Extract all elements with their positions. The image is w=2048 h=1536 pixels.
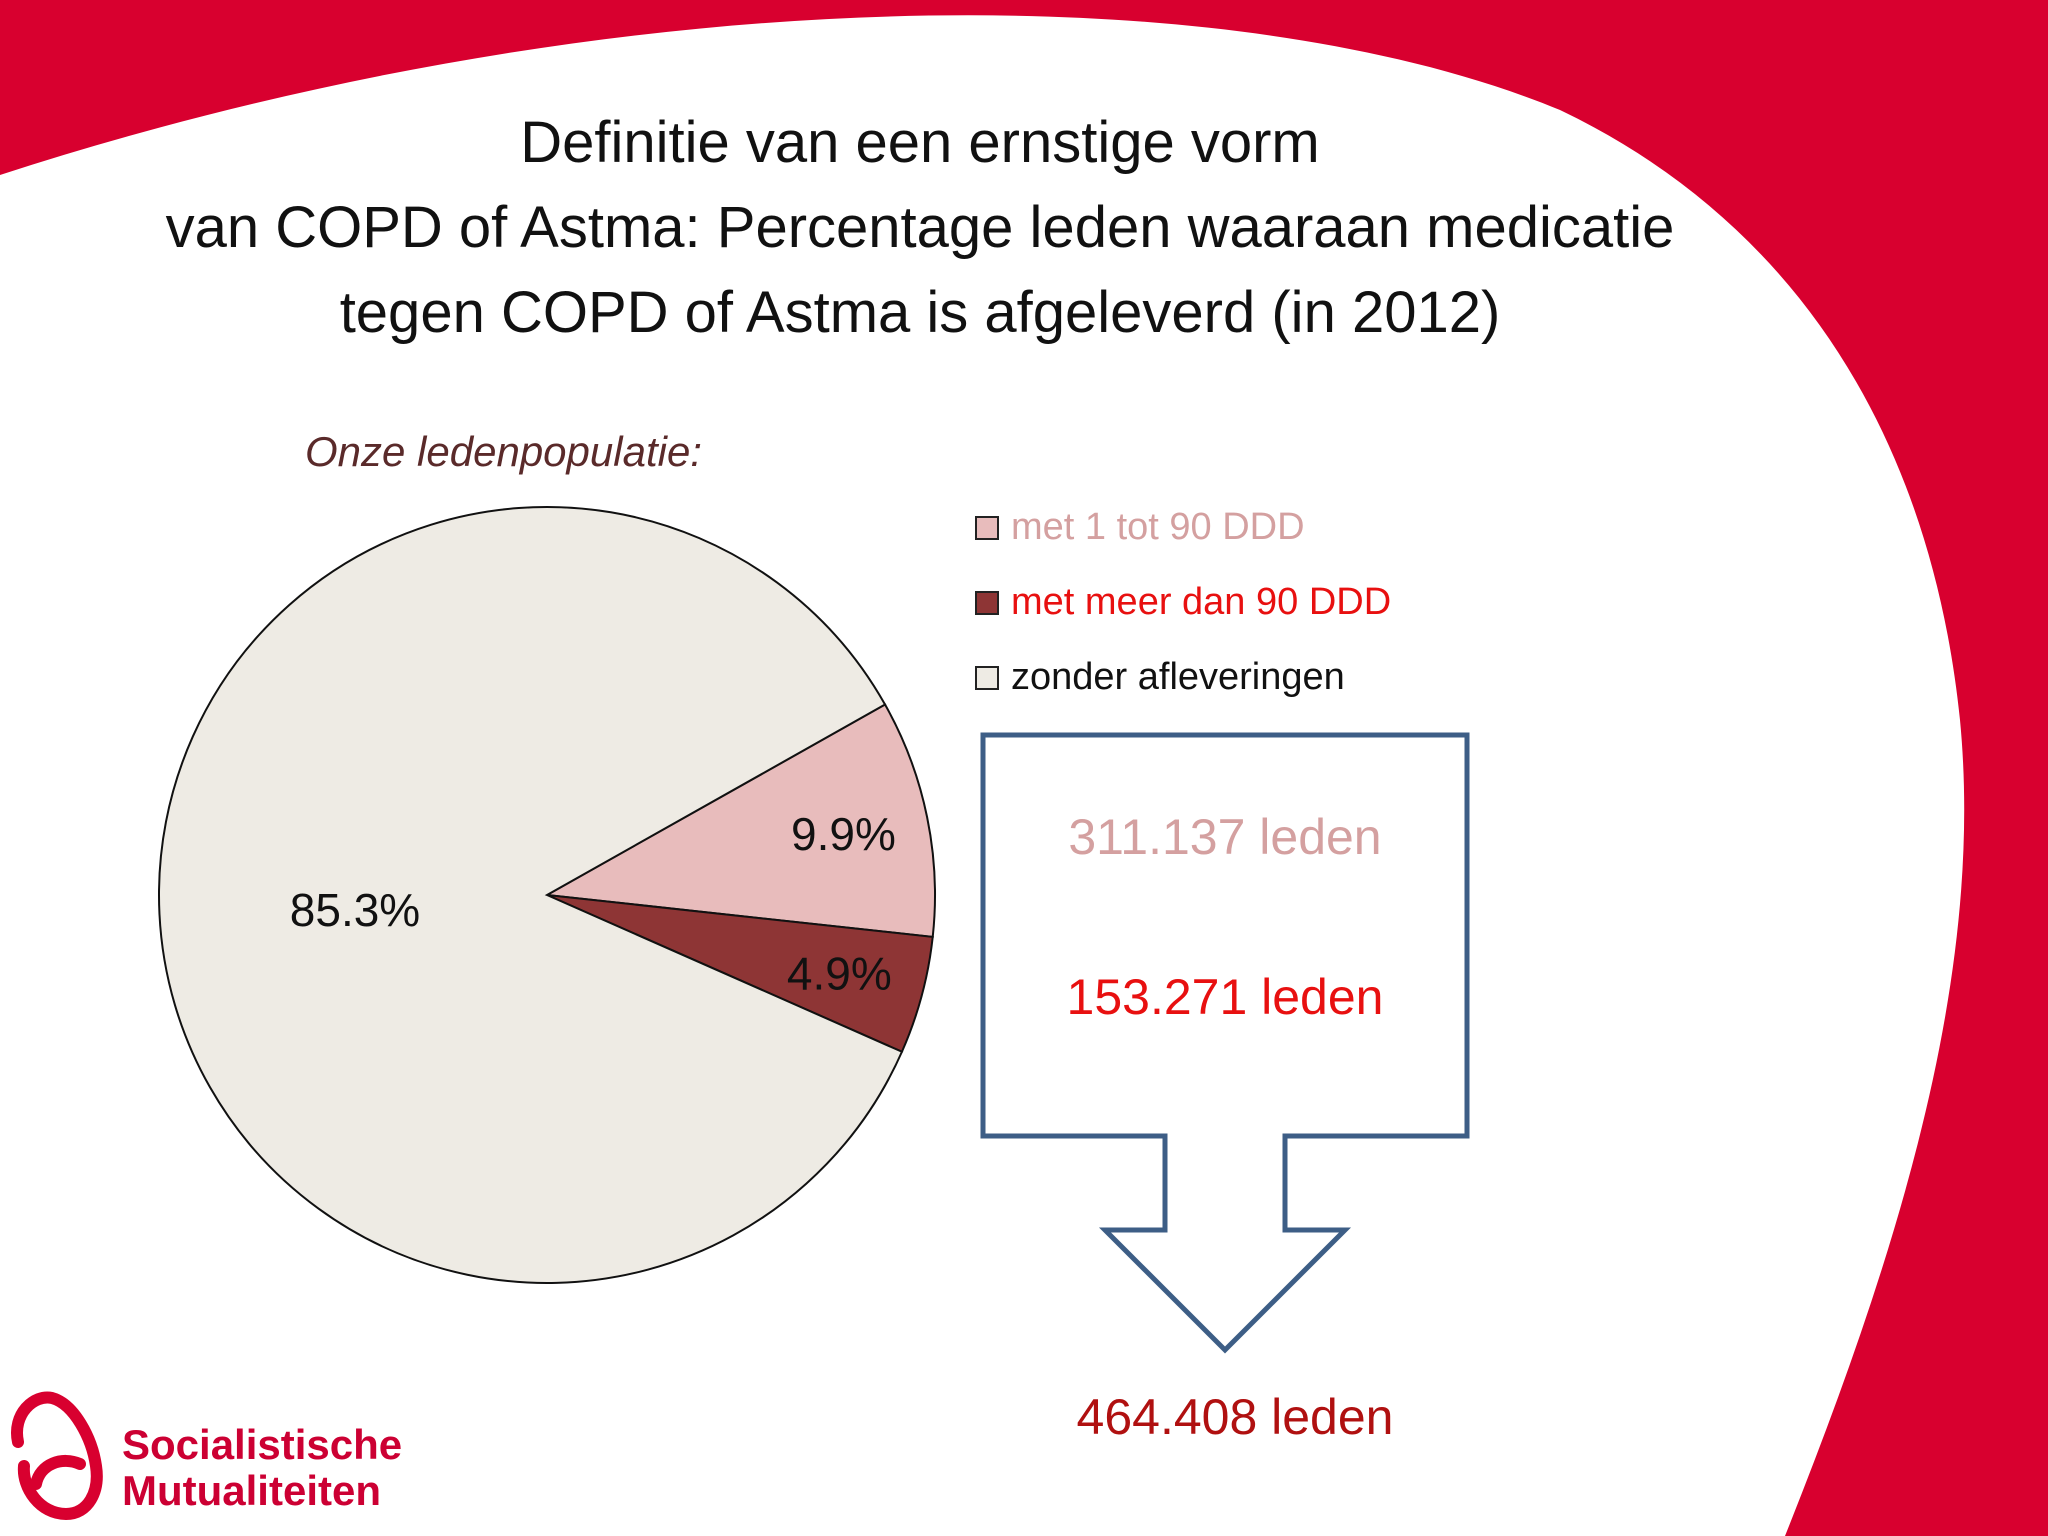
legend-item-zonder-afleveringen: zonder afleveringen xyxy=(975,640,1391,715)
count-group-1: 311.137 leden xyxy=(1068,809,1382,865)
slice-label-1: 9.9% xyxy=(791,808,896,860)
count-total: 464.408 leden xyxy=(1076,1389,1394,1445)
count-group-2: 153.271 leden xyxy=(1066,969,1384,1025)
slice-label-3: 85.3% xyxy=(290,884,420,936)
legend-label: zonder afleveringen xyxy=(1011,656,1345,698)
logo-text: Socialistische Mutualiteiten xyxy=(122,1422,402,1514)
title-line-2: van COPD of Astma: Percentage leden waar… xyxy=(165,195,1675,260)
logo: Socialistische Mutualiteiten xyxy=(0,1380,460,1536)
logo-mark-icon xyxy=(11,1391,103,1521)
slice-label-2: 4.9% xyxy=(787,947,892,999)
pie-slice-1 xyxy=(543,703,936,939)
pie-slice-3 xyxy=(158,506,904,1284)
legend-label: met 1 tot 90 DDD xyxy=(1011,506,1305,548)
legend-label: met meer dan 90 DDD xyxy=(1011,581,1392,623)
title-line-1: Definitie van een ernstige vorm xyxy=(520,110,1320,175)
legend-swatch xyxy=(975,665,999,690)
chart-legend: met 1 tot 90 DDD met meer dan 90 DDD zon… xyxy=(975,490,1391,715)
logo-line-2: Mutualiteiten xyxy=(122,1467,381,1514)
legend-swatch xyxy=(975,515,999,540)
legend-item-over-90-ddd: met meer dan 90 DDD xyxy=(975,565,1391,640)
logo-line-1: Socialistische xyxy=(122,1421,403,1468)
legend-swatch xyxy=(975,590,999,615)
page-title: Definitie van een ernstige vorm van COPD… xyxy=(60,100,1780,355)
chart-subtitle: Onze ledenpopulatie: xyxy=(305,428,702,475)
title-line-3: tegen COPD of Astma is afgeleverd (in 20… xyxy=(339,280,1501,345)
legend-item-1-90-ddd: met 1 tot 90 DDD xyxy=(975,490,1391,565)
arrow-shape xyxy=(980,732,1470,1354)
